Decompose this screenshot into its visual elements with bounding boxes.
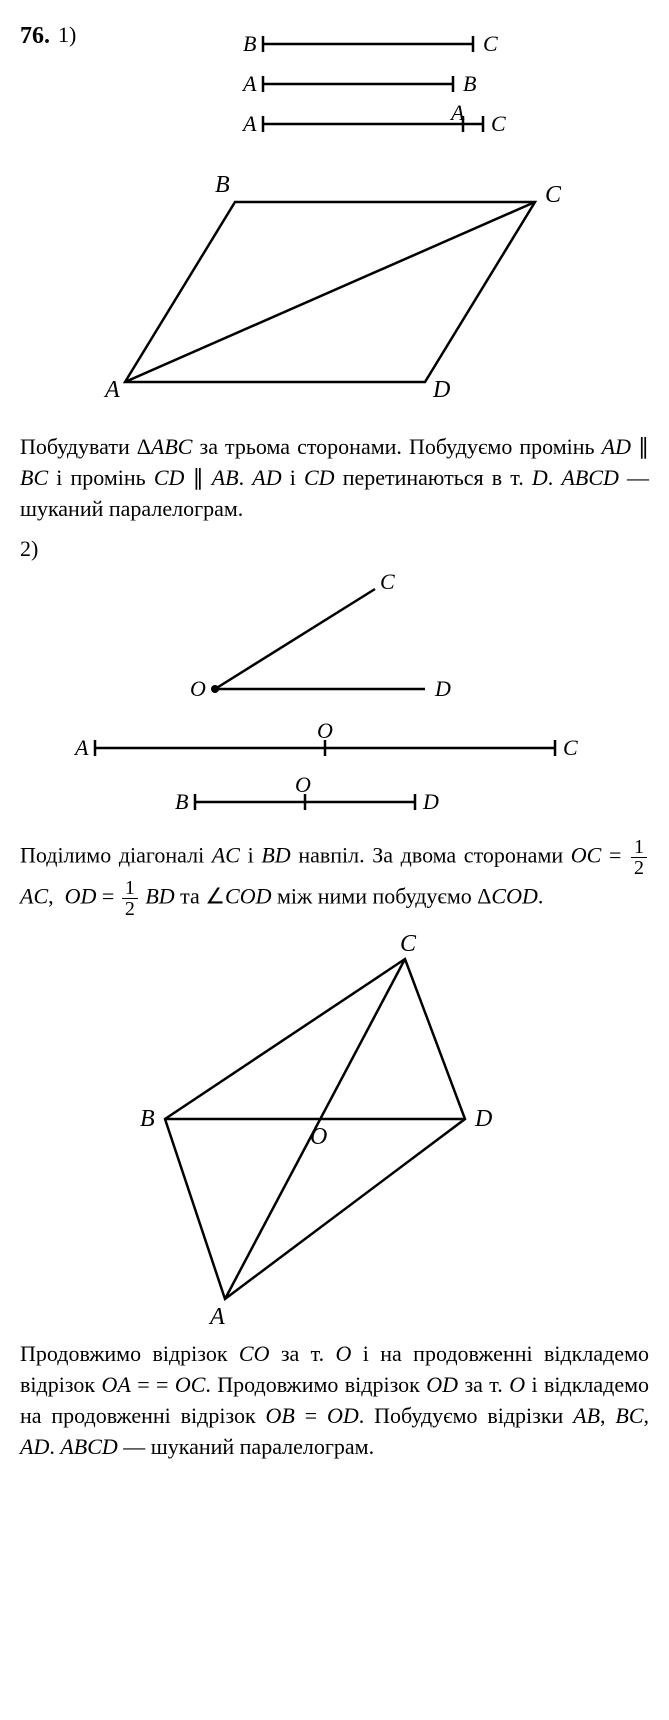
angle-C: C [380, 569, 395, 594]
part2-text-1: Поділимо діагоналі AC і BD навпіл. За дв… [20, 837, 649, 919]
seg1-left: B [243, 31, 256, 56]
parallelogram-fig-1: A B C D [55, 162, 615, 422]
angle-D: D [434, 676, 451, 701]
seg2-right: B [463, 71, 476, 96]
segbd-O: O [295, 777, 311, 797]
problem-number: 76. [20, 20, 50, 54]
pg-B: B [215, 172, 230, 198]
segments-fig-1: B C A B A A C [153, 24, 573, 154]
angle-O: O [190, 676, 206, 701]
seg3-rightC: C [491, 111, 506, 136]
pg-D: D [432, 377, 450, 403]
q-C: C [400, 931, 417, 957]
pg-C: C [545, 182, 562, 208]
seg2-left: A [241, 71, 257, 96]
segac-C: C [563, 735, 578, 760]
part1-text: Побудувати ΔABC за трьома сторонами. Поб… [20, 432, 649, 524]
segbd-D: D [422, 789, 439, 814]
segbd-B: B [175, 789, 188, 814]
part1-label: 1) [58, 20, 76, 51]
seg3-rightA: A [449, 100, 465, 125]
seg1-right: C [483, 31, 498, 56]
q-B: B [140, 1106, 155, 1132]
segac-A: A [73, 735, 89, 760]
q-D: D [474, 1106, 492, 1132]
seg3-left: A [241, 111, 257, 136]
part2-label: 2) [20, 534, 38, 565]
q-O: O [310, 1124, 327, 1150]
part2-text-2: Продовжимо відрізок CO за т. O і на прод… [20, 1339, 649, 1462]
angle-fig-2: O C D [125, 569, 545, 719]
segac-O: O [317, 723, 333, 743]
pg-A: A [103, 377, 120, 403]
q-A: A [208, 1304, 225, 1329]
seg-bd-fig: B O D [155, 777, 515, 827]
seg-ac-fig: A O C [55, 723, 615, 773]
quad-fig-2: A B C D O [55, 929, 615, 1329]
